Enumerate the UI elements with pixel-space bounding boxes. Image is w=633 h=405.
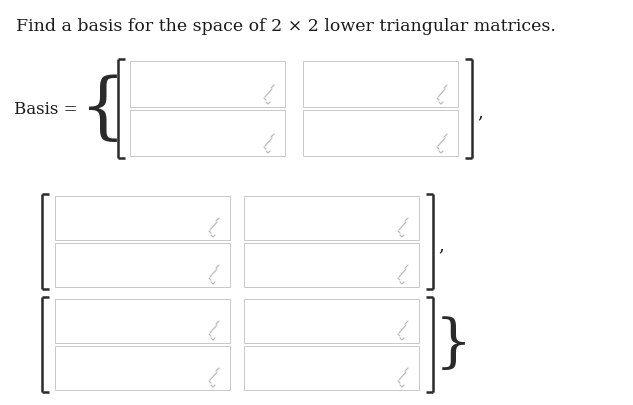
Text: }: } — [434, 317, 472, 373]
Text: Find a basis for the space of 2 × 2 lower triangular matrices.: Find a basis for the space of 2 × 2 lowe… — [16, 18, 556, 35]
FancyBboxPatch shape — [55, 346, 230, 390]
FancyBboxPatch shape — [244, 196, 419, 241]
FancyBboxPatch shape — [55, 196, 230, 241]
FancyBboxPatch shape — [130, 111, 285, 157]
Text: ,: , — [438, 236, 444, 254]
Text: ,: , — [477, 103, 483, 121]
FancyBboxPatch shape — [303, 111, 458, 157]
FancyBboxPatch shape — [244, 243, 419, 287]
FancyBboxPatch shape — [55, 299, 230, 343]
Text: {: { — [80, 74, 126, 145]
FancyBboxPatch shape — [130, 62, 285, 108]
FancyBboxPatch shape — [55, 243, 230, 287]
FancyBboxPatch shape — [244, 346, 419, 390]
FancyBboxPatch shape — [303, 62, 458, 108]
Text: Basis =: Basis = — [14, 101, 83, 118]
FancyBboxPatch shape — [244, 299, 419, 343]
